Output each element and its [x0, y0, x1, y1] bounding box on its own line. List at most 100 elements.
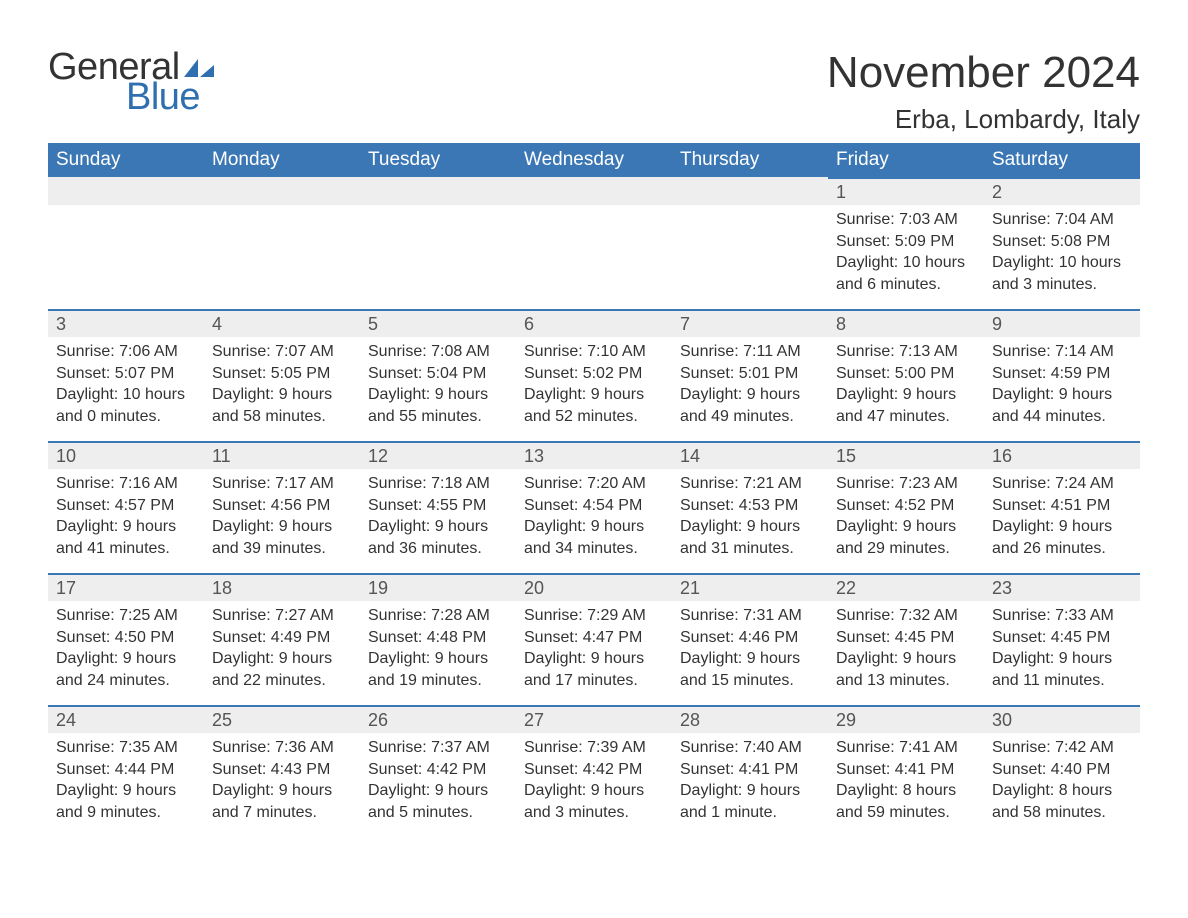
day-number: 21 [672, 573, 828, 601]
sunset-text: Sunset: 5:00 PM [836, 363, 976, 385]
logo-word-blue: Blue [126, 78, 216, 116]
daylight-text: Daylight: 9 hours and 24 minutes. [56, 648, 196, 691]
day-details: Sunrise: 7:42 AMSunset: 4:40 PMDaylight:… [984, 733, 1140, 831]
day-number: 12 [360, 441, 516, 469]
day-details: Sunrise: 7:24 AMSunset: 4:51 PMDaylight:… [984, 469, 1140, 567]
day-number: 7 [672, 309, 828, 337]
sunset-text: Sunset: 4:50 PM [56, 627, 196, 649]
daylight-text: Daylight: 9 hours and 15 minutes. [680, 648, 820, 691]
sunrise-text: Sunrise: 7:07 AM [212, 341, 352, 363]
calendar-cell [48, 177, 204, 309]
daylight-text: Daylight: 9 hours and 13 minutes. [836, 648, 976, 691]
sunset-text: Sunset: 5:02 PM [524, 363, 664, 385]
sunrise-text: Sunrise: 7:28 AM [368, 605, 508, 627]
daylight-text: Daylight: 9 hours and 9 minutes. [56, 780, 196, 823]
sunrise-text: Sunrise: 7:25 AM [56, 605, 196, 627]
day-details: Sunrise: 7:10 AMSunset: 5:02 PMDaylight:… [516, 337, 672, 435]
day-number: 2 [984, 177, 1140, 205]
sunrise-text: Sunrise: 7:40 AM [680, 737, 820, 759]
daylight-text: Daylight: 9 hours and 1 minute. [680, 780, 820, 823]
sunset-text: Sunset: 4:52 PM [836, 495, 976, 517]
calendar-cell: 1Sunrise: 7:03 AMSunset: 5:09 PMDaylight… [828, 177, 984, 309]
calendar-cell: 28Sunrise: 7:40 AMSunset: 4:41 PMDayligh… [672, 705, 828, 837]
sunset-text: Sunset: 5:05 PM [212, 363, 352, 385]
day-details: Sunrise: 7:40 AMSunset: 4:41 PMDaylight:… [672, 733, 828, 831]
calendar-cell: 11Sunrise: 7:17 AMSunset: 4:56 PMDayligh… [204, 441, 360, 573]
weekday-header: Wednesday [516, 143, 672, 177]
daylight-text: Daylight: 9 hours and 34 minutes. [524, 516, 664, 559]
calendar-cell: 12Sunrise: 7:18 AMSunset: 4:55 PMDayligh… [360, 441, 516, 573]
sunset-text: Sunset: 5:04 PM [368, 363, 508, 385]
weekday-header: Sunday [48, 143, 204, 177]
calendar-cell: 4Sunrise: 7:07 AMSunset: 5:05 PMDaylight… [204, 309, 360, 441]
day-details: Sunrise: 7:16 AMSunset: 4:57 PMDaylight:… [48, 469, 204, 567]
daylight-text: Daylight: 9 hours and 44 minutes. [992, 384, 1132, 427]
day-details: Sunrise: 7:04 AMSunset: 5:08 PMDaylight:… [984, 205, 1140, 303]
calendar-cell: 15Sunrise: 7:23 AMSunset: 4:52 PMDayligh… [828, 441, 984, 573]
sunrise-text: Sunrise: 7:14 AM [992, 341, 1132, 363]
sunrise-text: Sunrise: 7:31 AM [680, 605, 820, 627]
sunset-text: Sunset: 4:46 PM [680, 627, 820, 649]
weekday-header: Monday [204, 143, 360, 177]
day-number: 1 [828, 177, 984, 205]
day-number: 26 [360, 705, 516, 733]
sunrise-text: Sunrise: 7:03 AM [836, 209, 976, 231]
daylight-text: Daylight: 9 hours and 36 minutes. [368, 516, 508, 559]
empty-day-bar [48, 177, 204, 205]
calendar-cell [516, 177, 672, 309]
sunrise-text: Sunrise: 7:18 AM [368, 473, 508, 495]
day-number: 10 [48, 441, 204, 469]
calendar-cell: 10Sunrise: 7:16 AMSunset: 4:57 PMDayligh… [48, 441, 204, 573]
day-details: Sunrise: 7:08 AMSunset: 5:04 PMDaylight:… [360, 337, 516, 435]
weekday-header: Thursday [672, 143, 828, 177]
sunrise-text: Sunrise: 7:37 AM [368, 737, 508, 759]
month-title: November 2024 [827, 48, 1140, 98]
sunset-text: Sunset: 4:45 PM [992, 627, 1132, 649]
sunset-text: Sunset: 5:09 PM [836, 231, 976, 253]
sunset-text: Sunset: 4:47 PM [524, 627, 664, 649]
daylight-text: Daylight: 9 hours and 19 minutes. [368, 648, 508, 691]
day-details: Sunrise: 7:25 AMSunset: 4:50 PMDaylight:… [48, 601, 204, 699]
day-number: 29 [828, 705, 984, 733]
sunrise-text: Sunrise: 7:20 AM [524, 473, 664, 495]
daylight-text: Daylight: 9 hours and 5 minutes. [368, 780, 508, 823]
calendar-cell: 21 Sunrise: 7:31 AMSunset: 4:46 PMDayligh… [672, 573, 828, 705]
day-number: 11 [204, 441, 360, 469]
day-number: 6 [516, 309, 672, 337]
calendar-cell: 17Sunrise: 7:25 AMSunset: 4:50 PMDayligh… [48, 573, 204, 705]
day-details: Sunrise: 7:27 AMSunset: 4:49 PMDaylight:… [204, 601, 360, 699]
calendar-cell [672, 177, 828, 309]
day-details: Sunrise: 7:29 AMSunset: 4:47 PMDaylight:… [516, 601, 672, 699]
sunset-text: Sunset: 4:54 PM [524, 495, 664, 517]
day-number: 17 [48, 573, 204, 601]
empty-day-bar [672, 177, 828, 205]
day-details: Sunrise: 7:41 AMSunset: 4:41 PMDaylight:… [828, 733, 984, 831]
day-number: 13 [516, 441, 672, 469]
sunrise-text: Sunrise: 7:04 AM [992, 209, 1132, 231]
day-number: 15 [828, 441, 984, 469]
day-details: Sunrise: 7:39 AMSunset: 4:42 PMDaylight:… [516, 733, 672, 831]
day-number: 16 [984, 441, 1140, 469]
day-number: 27 [516, 705, 672, 733]
calendar-table: Sunday Monday Tuesday Wednesday Thursday… [48, 143, 1140, 837]
weekday-row: Sunday Monday Tuesday Wednesday Thursday… [48, 143, 1140, 177]
day-number: 24 [48, 705, 204, 733]
day-number: 23 [984, 573, 1140, 601]
empty-day-bar [204, 177, 360, 205]
day-number: 14 [672, 441, 828, 469]
sunrise-text: Sunrise: 7:32 AM [836, 605, 976, 627]
calendar-cell: 19Sunrise: 7:28 AMSunset: 4:48 PMDayligh… [360, 573, 516, 705]
day-number: 30 [984, 705, 1140, 733]
daylight-text: Daylight: 10 hours and 3 minutes. [992, 252, 1132, 295]
sunrise-text: Sunrise: 7:39 AM [524, 737, 664, 759]
day-details: Sunrise: 7:28 AMSunset: 4:48 PMDaylight:… [360, 601, 516, 699]
daylight-text: Daylight: 9 hours and 55 minutes. [368, 384, 508, 427]
day-number: 20 [516, 573, 672, 601]
sunrise-text: Sunrise: 7:16 AM [56, 473, 196, 495]
calendar-cell: 26Sunrise: 7:37 AMSunset: 4:42 PMDayligh… [360, 705, 516, 837]
day-details: Sunrise: 7:32 AMSunset: 4:45 PMDaylight:… [828, 601, 984, 699]
calendar-cell [360, 177, 516, 309]
day-number: 19 [360, 573, 516, 601]
calendar-cell: 29Sunrise: 7:41 AMSunset: 4:41 PMDayligh… [828, 705, 984, 837]
daylight-text: Daylight: 9 hours and 52 minutes. [524, 384, 664, 427]
